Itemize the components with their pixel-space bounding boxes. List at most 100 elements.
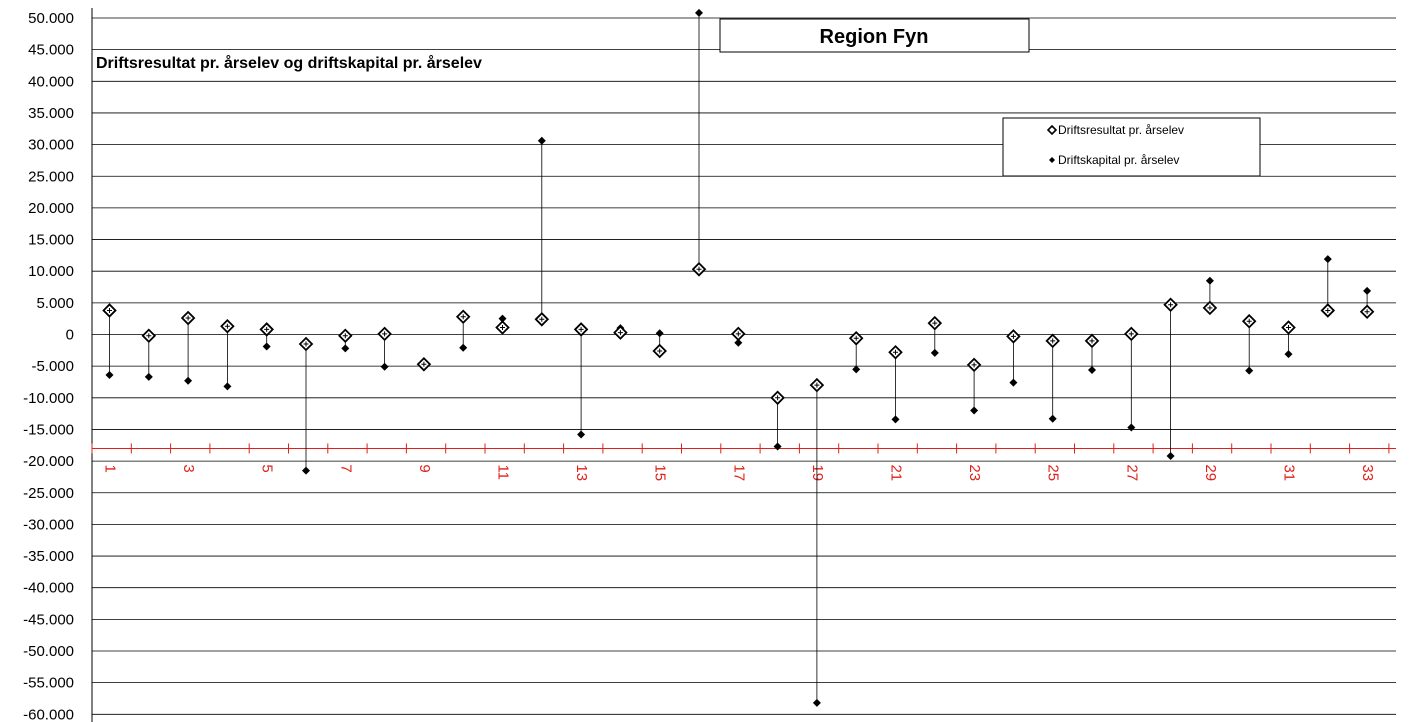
driftskapital-marker — [459, 343, 468, 352]
driftskapital-marker — [1088, 365, 1096, 374]
y-tick-label: 15.000 — [28, 232, 74, 249]
y-tick-label: -25.000 — [23, 485, 74, 502]
driftsresultat-marker-inner — [264, 326, 270, 332]
legend-hollow-diamond-icon — [1046, 124, 1058, 136]
x-tick-label: 33 — [1359, 464, 1376, 481]
driftsresultat-marker-inner — [893, 349, 898, 355]
driftsresultat-marker-inner — [539, 316, 545, 322]
y-tick-label: -5.000 — [31, 358, 74, 375]
y-tick-label: 10.000 — [28, 263, 74, 280]
driftsresultat-marker-inner — [303, 341, 309, 347]
y-tick-label: -55.000 — [23, 675, 74, 692]
title-box: Region Fyn — [719, 18, 1030, 53]
driftskapital-marker — [1245, 366, 1254, 375]
x-tick-label: 21 — [888, 464, 905, 481]
legend-label-driftskapital: Driftskapital pr. årselev — [1058, 153, 1179, 167]
x-axis: 1 3 5 7 9 11 13 15 17 19 21 23 25 27 29 31 33 — [91, 443, 1396, 481]
driftsresultat-marker-inner — [382, 331, 388, 337]
driftsresultat-marker-inner — [1246, 318, 1252, 324]
y-tick-label: -10.000 — [23, 390, 74, 407]
legend-frame — [1002, 117, 1261, 177]
driftsresultat-marker-inner — [617, 330, 623, 336]
driftsresultat-marker-inner — [657, 348, 663, 354]
x-tick-label: 5 — [259, 464, 276, 472]
driftsresultat-marker-inner — [932, 320, 938, 326]
driftsresultat-marker-inner — [1207, 305, 1213, 311]
driftskapital-marker — [1009, 378, 1018, 387]
driftskapital-marker — [105, 371, 114, 380]
driftsresultat-marker-inner — [1364, 309, 1370, 315]
x-tick-label: 27 — [1123, 464, 1140, 481]
driftskapital-marker — [1284, 350, 1293, 359]
driftsresultat-marker-inner — [421, 361, 427, 367]
y-tick-label: -40.000 — [23, 580, 74, 597]
driftsresultat-marker-inner — [1286, 325, 1291, 331]
driftskapital-marker — [1363, 286, 1372, 295]
driftskapital-marker — [262, 342, 271, 351]
y-tick-label: 50.000 — [28, 10, 74, 27]
legend: Driftsresultat pr. årselev Driftskapital… — [1002, 117, 1261, 177]
y-tick-label: 30.000 — [28, 137, 74, 154]
x-tick-label: 3 — [180, 464, 197, 472]
y-tick-label: -15.000 — [23, 421, 74, 438]
driftsresultat-marker-inner — [1050, 338, 1056, 344]
driftsresultat-marker-inner — [696, 266, 702, 272]
y-tick-label: -50.000 — [23, 643, 74, 660]
driftskapital-marker — [144, 372, 153, 381]
data-markers — [102, 8, 1375, 707]
driftskapital-marker — [1048, 414, 1057, 423]
x-tick-label: 25 — [1045, 464, 1062, 481]
x-tick-label: 7 — [337, 464, 354, 472]
driftsresultat-marker-inner — [814, 382, 820, 388]
driftskapital-marker — [341, 344, 350, 353]
driftskapital-marker — [302, 466, 310, 475]
driftsresultat-marker-inner — [224, 323, 230, 329]
driftskapital-marker — [1323, 255, 1332, 264]
x-tick-label: 23 — [966, 464, 983, 481]
driftskapital-marker — [577, 430, 586, 439]
driftskapital-marker — [184, 376, 193, 385]
legend-label-driftsresultat: Driftsresultat pr. årselev — [1058, 123, 1184, 137]
driftsresultat-marker-inner — [185, 315, 191, 321]
y-tick-label: 20.000 — [28, 200, 74, 217]
x-tick-label: 15 — [652, 464, 669, 481]
driftsresultat-marker-inner — [1168, 302, 1174, 308]
y-tick-label: -30.000 — [23, 516, 74, 533]
y-tick-label: -20.000 — [23, 453, 74, 470]
driftsresultat-marker-inner — [107, 307, 112, 313]
y-tick-label: 5.000 — [36, 295, 74, 312]
driftskapital-marker — [380, 362, 389, 371]
gridlines — [92, 17, 1396, 715]
driftsresultat-marker-inner — [1010, 333, 1016, 339]
driftsresultat-marker-inner — [1089, 338, 1095, 344]
x-tick-label: 31 — [1281, 464, 1298, 481]
y-tick-label: -60.000 — [23, 706, 74, 722]
driftskapital-marker — [1205, 276, 1214, 285]
chart-subtitle: Driftsresultat pr. årselev og driftskapi… — [96, 54, 482, 72]
y-tick-label: 0 — [66, 327, 74, 344]
driftskapital-marker — [498, 314, 507, 323]
driftskapital-marker — [930, 348, 939, 357]
driftskapital-marker — [970, 406, 979, 415]
driftsresultat-marker-inner — [853, 335, 859, 341]
x-tick-label: 17 — [730, 464, 747, 481]
x-tick-label: 1 — [102, 464, 119, 472]
driftsresultat-marker-inner — [735, 331, 741, 337]
driftsresultat-marker-inner — [1128, 331, 1134, 337]
x-tick-label: 19 — [809, 464, 826, 481]
y-tick-label: 25.000 — [28, 168, 74, 185]
driftsresultat-marker-inner — [1325, 307, 1331, 313]
driftskapital-marker — [812, 698, 821, 707]
driftsresultat-marker-inner — [578, 326, 584, 332]
driftsresultat-marker-inner — [971, 362, 977, 368]
driftskapital-marker — [655, 329, 664, 338]
driftskapital-marker — [695, 8, 703, 17]
x-tick-label: 29 — [1202, 464, 1219, 481]
driftskapital-marker — [223, 382, 232, 391]
driftsresultat-marker-inner — [342, 333, 348, 339]
driftsresultat-marker-inner — [146, 333, 152, 339]
y-axis-tick-labels: 50.000 45.000 40.000 35.000 30.000 25.000 20.0… — [23, 10, 74, 722]
y-tick-label: -35.000 — [23, 548, 74, 565]
